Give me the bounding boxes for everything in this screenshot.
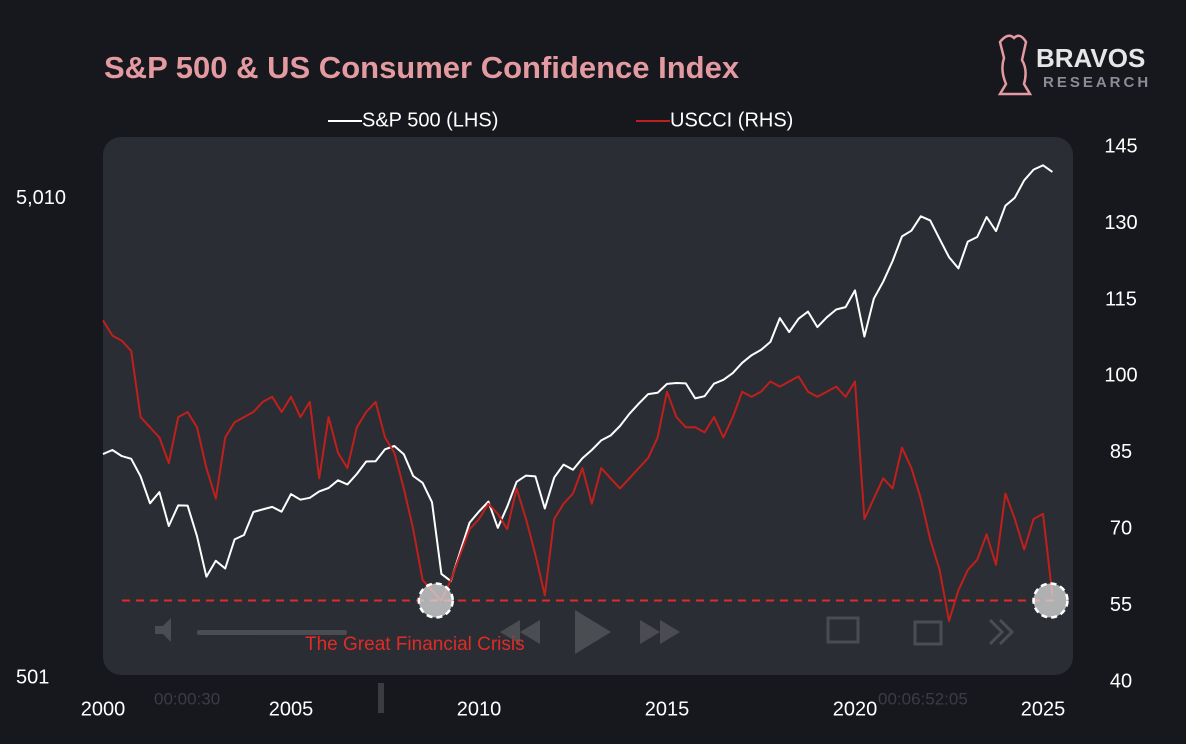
x-tick-label: 2020 xyxy=(833,698,878,720)
y2-tick-label: 130 xyxy=(1104,212,1137,234)
logo-name: BRAVOS xyxy=(1036,43,1145,73)
legend-label: S&P 500 (LHS) xyxy=(362,109,498,131)
y2-tick-label: 85 xyxy=(1110,441,1132,463)
logo: BRAVOS RESEARCH xyxy=(997,34,1151,96)
y2-tick-label: 145 xyxy=(1104,135,1137,157)
y-tick-label: 501 xyxy=(16,666,49,688)
series-line xyxy=(102,164,1053,583)
video-controls xyxy=(155,610,1015,713)
highlight-circle xyxy=(1032,582,1069,619)
y-tick-label: 5,010 xyxy=(16,187,66,209)
y2-tick-label: 115 xyxy=(1105,288,1137,310)
legend-label: USCCI (RHS) xyxy=(670,109,793,131)
x-tick-label: 2005 xyxy=(269,698,314,720)
x-tick-label: 2015 xyxy=(645,698,690,720)
y2-tick-label: 100 xyxy=(1104,365,1137,387)
overlay-text: 00:06:52:05 xyxy=(878,689,968,708)
x-tick-label: 2025 xyxy=(1021,698,1066,720)
overlay-text: 00:00:30 xyxy=(154,689,220,708)
y2-tick-label: 40 xyxy=(1110,670,1132,692)
logo-tagline: RESEARCH xyxy=(1043,74,1151,91)
x-tick-label: 2010 xyxy=(457,698,502,720)
y2-tick-label: 70 xyxy=(1110,517,1132,539)
chart-title: S&P 500 & US Consumer Confidence Index xyxy=(104,50,740,85)
annotation: The Great Financial Crisis xyxy=(305,634,525,655)
series-line xyxy=(102,319,1054,622)
plot-panel xyxy=(103,137,1073,675)
y2-tick-label: 55 xyxy=(1110,594,1132,616)
highlight-circle xyxy=(417,582,455,619)
x-tick-label: 2000 xyxy=(81,698,126,720)
